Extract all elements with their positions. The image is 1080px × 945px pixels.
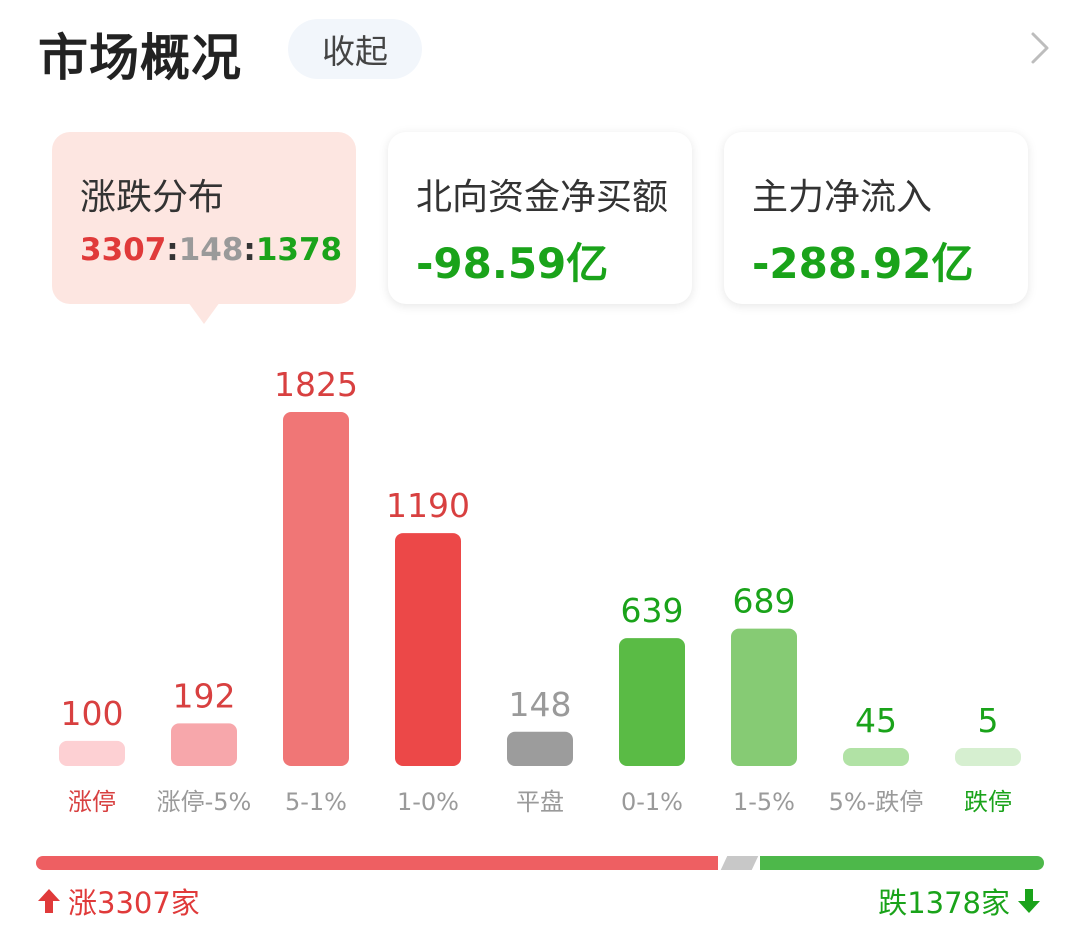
chevron-right-icon[interactable] (1022, 30, 1058, 66)
bar-1[interactable] (171, 723, 237, 766)
bar-value-label: 148 (509, 685, 572, 724)
breadth-up-segment (36, 856, 718, 870)
ratio-separator: : (243, 232, 256, 268)
ratio-down: 1378 (255, 232, 343, 268)
page-title: 市场概况 (38, 29, 242, 87)
bar-value-label: 639 (621, 591, 684, 630)
bar-value-label: 689 (733, 582, 796, 621)
category-label: 5-1% (285, 788, 347, 816)
category-label: 1-0% (397, 788, 459, 816)
card-label: 北向资金净买额 (416, 177, 669, 218)
bar-6[interactable] (731, 628, 797, 766)
category-label: 0-1% (621, 788, 683, 816)
bar-0[interactable] (59, 740, 125, 766)
category-label: 5%-跌停 (829, 788, 924, 816)
card-northbound[interactable]: 北向资金净买额 -98.59亿 (388, 132, 692, 304)
card-label: 涨跌分布 (80, 177, 225, 218)
bar-4[interactable] (507, 731, 573, 766)
bar-value-label: 1190 (386, 486, 470, 525)
bar-value-label: 45 (855, 701, 897, 740)
card-main-inflow[interactable]: 主力净流入 -288.92亿 (724, 132, 1028, 304)
bar-2[interactable] (283, 412, 349, 766)
distribution-bar-chart: 100 涨停 192 涨停-5% 1825 5-1% 1190 1-0% 148 平盘 639 0-1… (59, 365, 1021, 816)
bar-value-label: 1825 (274, 365, 358, 404)
bar-8[interactable] (955, 748, 1021, 766)
breadth-flat-segment (720, 856, 758, 870)
ratio-up: 3307 (80, 232, 167, 268)
card-value: -98.59亿 (416, 239, 609, 288)
bar-value-label: 192 (173, 676, 236, 715)
card-advance-decline[interactable]: 涨跌分布 3307:148:1378 (52, 132, 356, 304)
category-label: 1-5% (733, 788, 795, 816)
breadth-down-segment (760, 856, 1044, 870)
up-count-label: 涨3307家 (68, 886, 200, 920)
category-label: 涨停 (68, 788, 116, 816)
down-legend: 跌1378家 (878, 880, 1042, 922)
bar-value-label: 100 (61, 694, 124, 733)
ratio-flat: 148 (178, 232, 244, 268)
arrow-up-icon (38, 889, 60, 913)
collapse-button[interactable]: 收起 (288, 19, 422, 79)
bar-value-label: 5 (978, 701, 999, 740)
bar-3[interactable] (395, 533, 461, 766)
card-value: -288.92亿 (752, 239, 974, 288)
bar-7[interactable] (843, 748, 909, 766)
up-legend: 涨3307家 (36, 880, 200, 922)
card-label: 主力净流入 (752, 177, 933, 218)
active-card-pointer (188, 302, 220, 324)
category-label: 涨停-5% (157, 788, 252, 816)
down-count-label: 跌1378家 (878, 886, 1010, 920)
ratio-separator: : (166, 232, 179, 268)
advance-decline-ratio: 3307:148:1378 (80, 232, 342, 268)
arrow-down-icon (1018, 889, 1040, 913)
category-label: 跌停 (964, 788, 1012, 816)
bar-5[interactable] (619, 638, 685, 766)
category-label: 平盘 (516, 788, 564, 816)
